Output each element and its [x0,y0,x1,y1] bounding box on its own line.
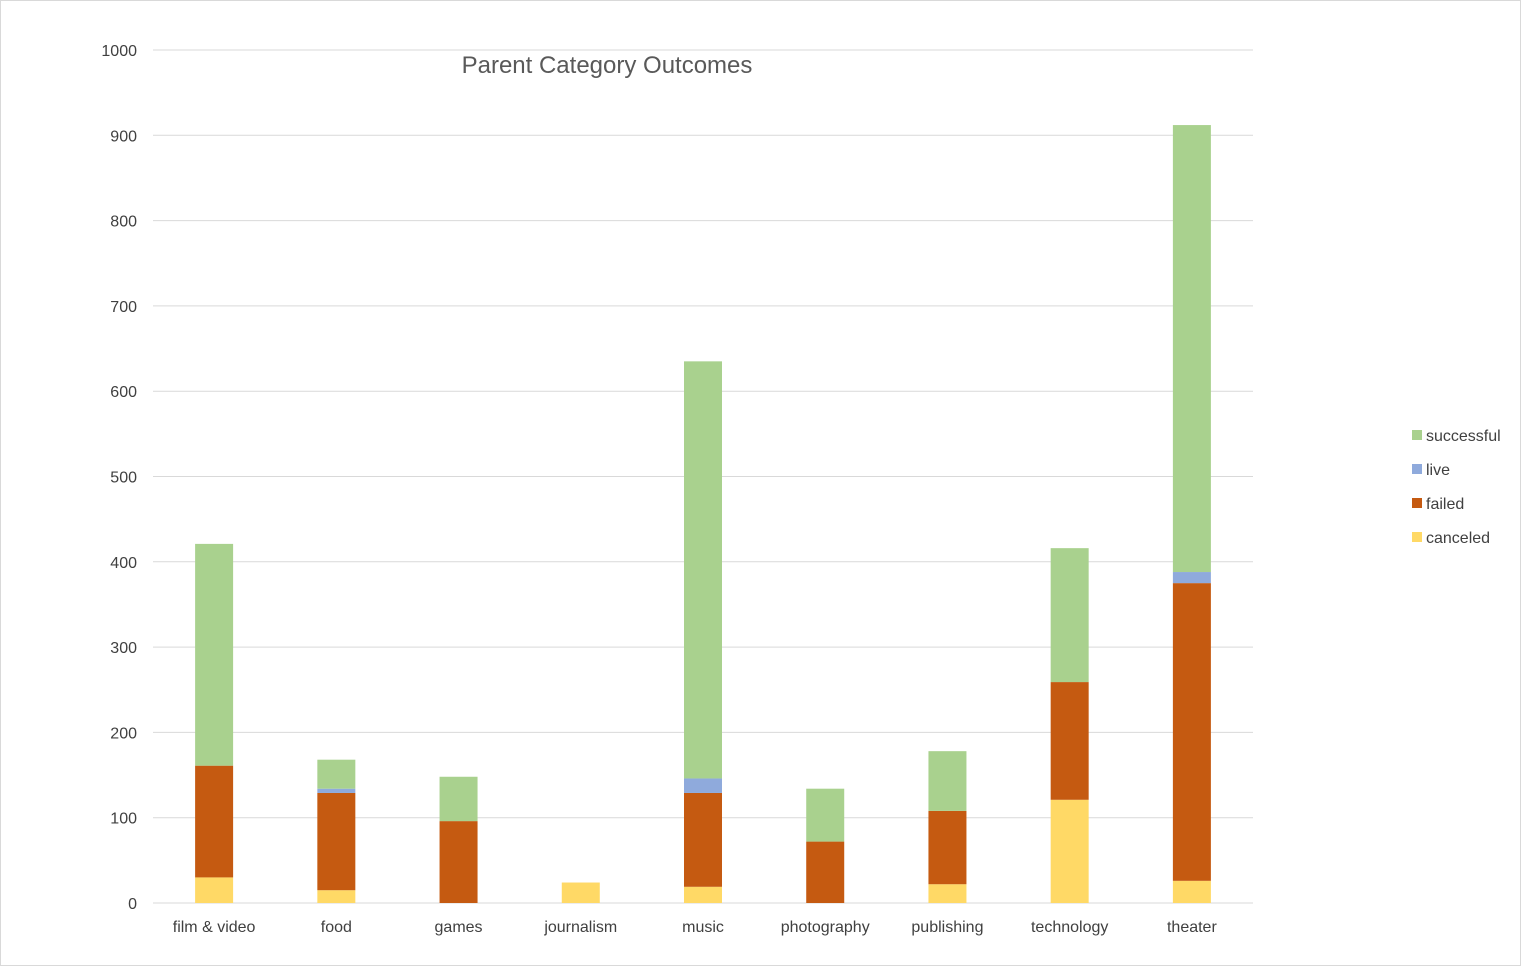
bar-successful [317,759,356,789]
x-tick-label: journalism [543,919,617,936]
bar-canceled [561,882,600,903]
y-tick-label: 900 [110,128,137,145]
bar-canceled [928,884,967,903]
bar-failed [317,792,356,891]
bar-live [317,788,356,793]
x-tick-label: food [321,919,352,936]
legend-swatch [1412,464,1422,474]
chart-title: Parent Category Outcomes [462,52,753,79]
legend-label: live [1426,462,1450,479]
bar-successful [806,788,845,842]
y-tick-label: 1000 [101,43,137,60]
legend-label: canceled [1426,530,1490,547]
legend-label: successful [1426,428,1501,445]
x-tick-label: photography [781,919,870,936]
bar-failed [1172,583,1211,881]
bar-failed [195,765,234,878]
x-axis-tick-labels: film & video food games journalism music phot… [173,919,1218,936]
bar-canceled [1172,880,1211,903]
legend-swatch [1412,532,1422,542]
y-tick-label: 300 [110,640,137,657]
bar-failed [806,841,845,903]
x-tick-label: publishing [911,919,983,936]
bar-live [1172,572,1211,584]
y-tick-label: 200 [110,725,137,742]
bar-failed [1050,682,1089,800]
y-tick-label: 700 [110,299,137,316]
legend-swatch [1412,430,1422,440]
x-tick-label: theater [1167,919,1217,936]
legend: successful live failed canceled [1412,428,1501,547]
y-tick-label: 400 [110,555,137,572]
bar-failed [928,810,967,885]
y-tick-label: 600 [110,384,137,401]
x-tick-label: technology [1031,919,1108,936]
x-tick-label: music [682,919,724,936]
bar-failed [439,821,478,903]
x-tick-label: games [435,919,483,936]
bar-successful [439,776,478,822]
bars [195,125,1211,903]
y-tick-label: 100 [110,811,137,828]
y-tick-label: 800 [110,214,137,231]
bar-successful [684,361,722,779]
legend-label: failed [1426,496,1464,513]
bar-successful [1172,125,1211,573]
bar-canceled [1050,799,1089,903]
bar-successful [1050,548,1089,683]
bar-canceled [317,890,356,903]
legend-swatch [1412,498,1422,508]
y-axis-tick-labels: 0 100 200 300 400 500 600 700 800 900 1000 [101,43,137,913]
bar-canceled [195,877,234,903]
bar-canceled [684,886,722,903]
x-tick-label: film & video [173,919,256,936]
y-tick-label: 500 [110,470,137,487]
bar-live [684,778,722,793]
bar-successful [928,751,967,811]
bar-failed [684,792,722,887]
bar-successful [195,543,234,766]
y-tick-label: 0 [128,896,137,913]
